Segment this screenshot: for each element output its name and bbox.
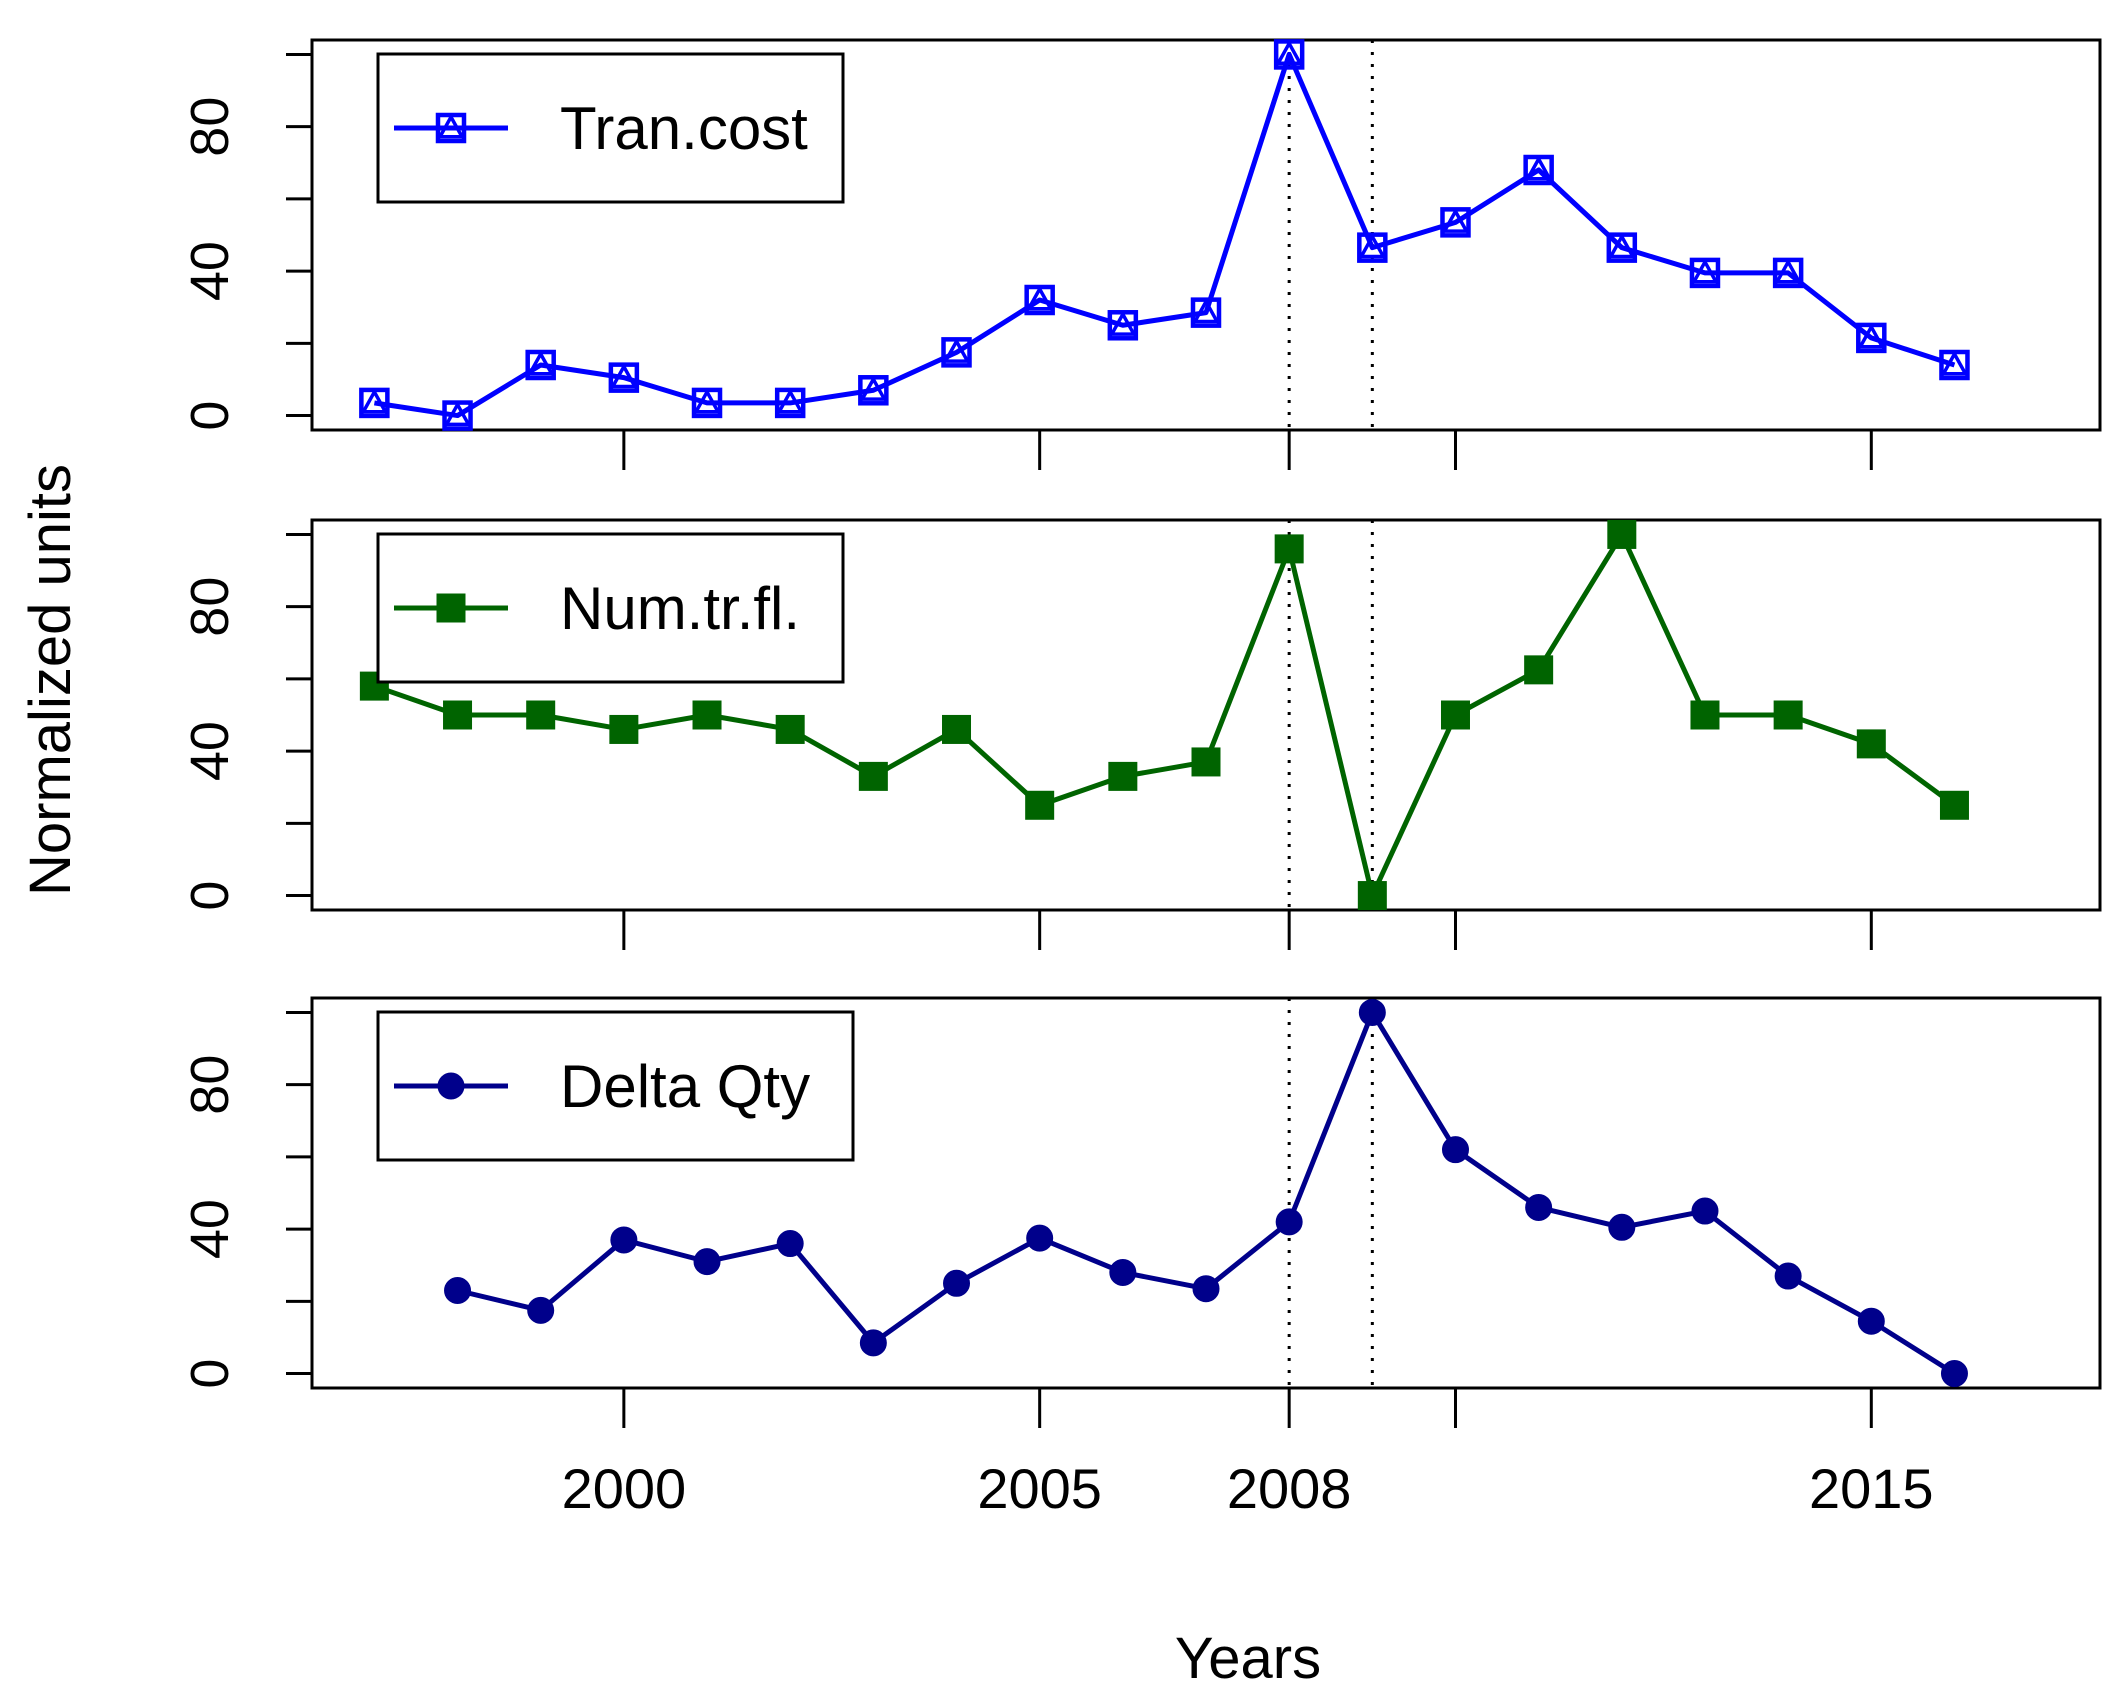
series-2-point-2000 <box>609 714 639 744</box>
legend-2-label: Num.tr.fl. <box>560 575 800 642</box>
series-3-point-2006 <box>1109 1258 1137 1286</box>
series-1-point-2014-triangle <box>1774 258 1803 284</box>
series-2-point-2003 <box>858 761 888 791</box>
series-1-point-2004-triangle <box>942 337 971 363</box>
legend-1-marker-triangle <box>437 113 465 139</box>
series-2-point-2013 <box>1690 700 1720 730</box>
series-3-point-2005 <box>1026 1224 1054 1252</box>
series-3-point-1998 <box>444 1277 472 1304</box>
series-3-point-2001 <box>693 1248 721 1276</box>
series-3-point-2011 <box>1525 1193 1553 1221</box>
x-tick-label-2005: 2005 <box>977 1457 1102 1520</box>
series-1-point-1998-triangle <box>443 400 472 427</box>
panel-3-y-tick-label-80: 80 <box>180 1055 240 1115</box>
panel-2-y-tick-label-0: 0 <box>180 881 240 911</box>
legend-1-label: Tran.cost <box>560 95 808 162</box>
y-axis-title: Normalized units <box>18 464 83 896</box>
series-1-point-2015-triangle <box>1857 323 1886 349</box>
x-tick-label-2000: 2000 <box>562 1457 687 1520</box>
series-2-point-1998 <box>443 700 473 730</box>
series-1-point-2003-triangle <box>859 375 888 401</box>
series-2-point-2012 <box>1607 519 1637 549</box>
series-3-point-2000 <box>610 1226 638 1254</box>
series-1-point-2005-triangle <box>1025 285 1054 311</box>
series-2-point-2016 <box>1939 790 1969 820</box>
series-1-point-2011-triangle <box>1524 155 1553 181</box>
series-1-point-2002-triangle <box>776 388 805 414</box>
legend-3-marker <box>437 1072 465 1100</box>
series-2-point-2002 <box>775 714 805 744</box>
series-3-point-2007 <box>1192 1275 1220 1303</box>
series-2-point-2004 <box>942 714 972 744</box>
series-2-point-1997 <box>359 671 389 701</box>
series-3-point-2002 <box>776 1230 804 1258</box>
legend-3-label: Delta Qty <box>560 1053 810 1120</box>
panel-2-y-tick-label-40: 40 <box>180 721 240 781</box>
series-1-point-2010-triangle <box>1441 207 1470 233</box>
series-1-point-2008-triangle <box>1275 39 1304 65</box>
series-1-point-2012-triangle <box>1607 233 1636 259</box>
series-1-point-2006-triangle <box>1108 310 1137 336</box>
series-1-point-2013-triangle <box>1691 258 1719 284</box>
series-1-point-2001-triangle <box>693 388 721 414</box>
series-3-point-2012 <box>1608 1213 1636 1241</box>
series-3-point-2015 <box>1857 1307 1885 1335</box>
series-2-point-2005 <box>1025 790 1055 820</box>
series-3-point-2014 <box>1774 1262 1802 1290</box>
panel-1-y-tick-label-80: 80 <box>180 97 240 157</box>
series-2-point-2015 <box>1856 729 1886 759</box>
series-3-point-2016 <box>1940 1360 1968 1388</box>
series-3-point-2003 <box>859 1329 887 1357</box>
series-2-point-2009 <box>1357 881 1387 911</box>
series-2-point-1999 <box>526 700 556 730</box>
series-2-point-2010 <box>1440 700 1470 730</box>
legend-2-marker <box>436 593 466 623</box>
series-3-point-2013 <box>1691 1197 1719 1225</box>
x-axis-title: Years <box>1175 1626 1321 1691</box>
series-1-point-2000-triangle <box>609 363 638 389</box>
series-2-point-2008 <box>1274 534 1304 564</box>
panel-2-y-tick-label-80: 80 <box>180 577 240 637</box>
panel-3-y-tick-label-40: 40 <box>180 1199 240 1259</box>
series-3-point-2010 <box>1441 1136 1469 1164</box>
series-3-point-2009 <box>1358 998 1386 1026</box>
series-3-point-1999 <box>527 1296 555 1324</box>
series-2-point-2014 <box>1773 700 1803 730</box>
series-1-point-2009-triangle <box>1358 233 1387 259</box>
series-2-point-2006 <box>1108 761 1138 791</box>
x-tick-label-2008: 2008 <box>1227 1457 1352 1520</box>
series-1-point-2016-triangle <box>1940 350 1969 376</box>
panel-1-y-tick-label-0: 0 <box>180 401 240 431</box>
series-2-point-2011 <box>1524 655 1554 685</box>
x-tick-label-2015: 2015 <box>1809 1457 1934 1520</box>
series-3-point-2008 <box>1275 1208 1303 1236</box>
series-1-point-1997-triangle <box>360 388 389 414</box>
series-1-point-1999-triangle <box>526 350 555 376</box>
series-2-point-2001 <box>692 700 722 730</box>
panel-3-y-tick-label-0: 0 <box>180 1359 240 1389</box>
series-1-point-2007-triangle <box>1192 298 1220 324</box>
series-3-point-2004 <box>943 1269 971 1297</box>
panel-1-y-tick-label-40: 40 <box>180 241 240 301</box>
series-2-point-2007 <box>1191 747 1221 777</box>
